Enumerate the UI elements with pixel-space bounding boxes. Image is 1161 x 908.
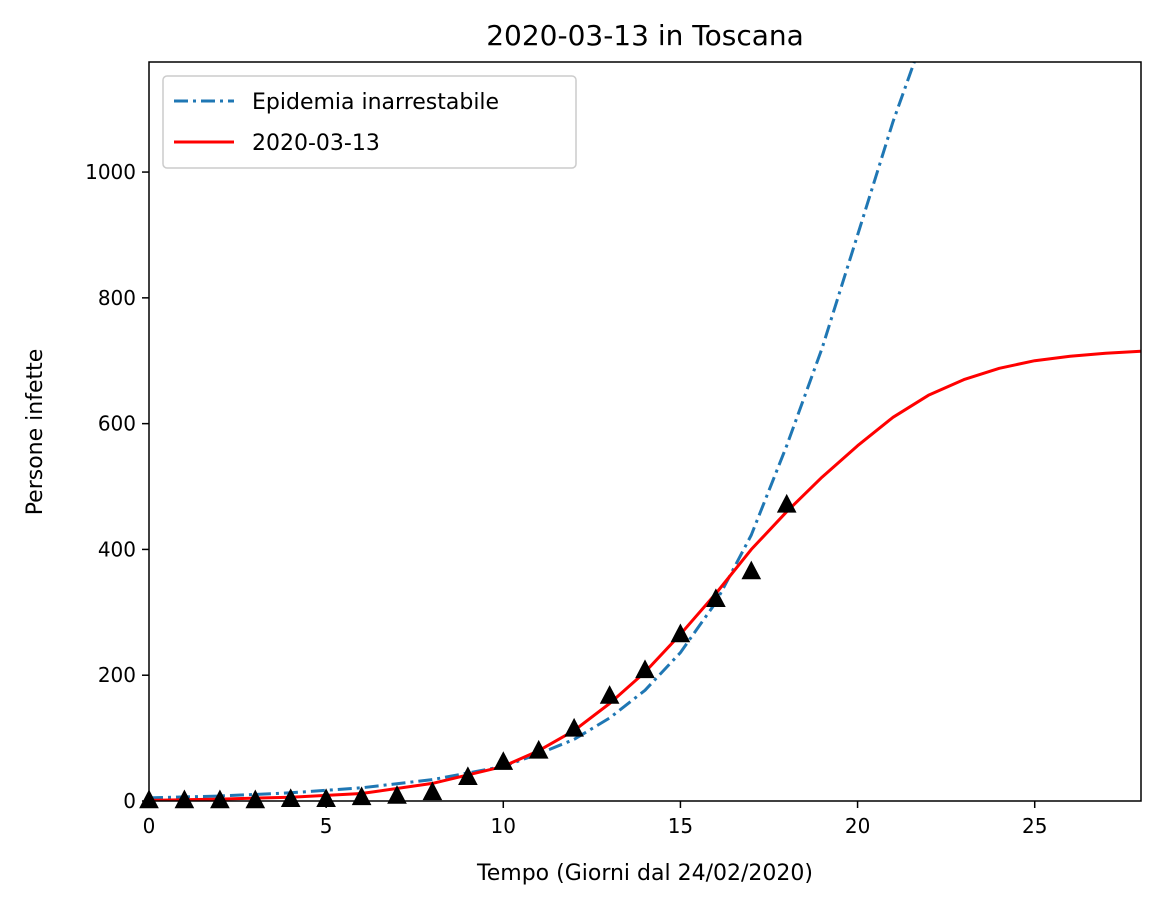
x-axis-label: Tempo (Giorni dal 24/02/2020) <box>476 861 813 886</box>
observation-marker <box>564 717 584 737</box>
y-tick-label: 1000 <box>85 160 136 184</box>
plot-frame <box>148 61 1142 802</box>
series-line-1 <box>149 349 1141 801</box>
observation-marker <box>599 685 620 704</box>
legend-label-epidemia: Epidemia inarrestabile <box>252 90 499 115</box>
x-tick-label: 0 <box>143 814 156 838</box>
observation-marker <box>635 659 655 679</box>
x-tick-label: 20 <box>845 814 870 838</box>
series-layer <box>149 62 1141 801</box>
x-tick-label: 5 <box>320 814 333 838</box>
observation-marker <box>458 766 478 785</box>
y-tick-label: 800 <box>98 286 136 310</box>
y-tick-label: 400 <box>98 537 136 561</box>
observation-marker <box>422 781 443 801</box>
chart-title: 2020-03-13 in Toscana <box>486 19 804 52</box>
observation-marker <box>741 560 762 580</box>
legend-label-2020-03-13: 2020-03-13 <box>252 131 380 156</box>
x-tick-label: 10 <box>491 814 516 838</box>
observation-marker <box>280 788 301 807</box>
observation-marker <box>210 789 230 809</box>
y-tick-label: 600 <box>98 412 136 436</box>
y-axis-label: Persone infette <box>23 349 48 516</box>
observation-marker <box>174 789 195 809</box>
observation-marker <box>706 588 726 607</box>
x-axis: 0 5 10 15 20 25 <box>143 801 1047 838</box>
observation-marker <box>776 493 797 513</box>
y-tick-label: 0 <box>123 789 136 813</box>
legend-box <box>162 75 577 169</box>
legend: Epidemia inarrestabile 2020-03-13 <box>162 75 577 169</box>
x-tick-label: 25 <box>1022 814 1047 838</box>
observation-marker <box>245 789 266 809</box>
y-tick-label: 200 <box>98 663 136 687</box>
observation-marker <box>387 785 407 804</box>
x-tick-label: 15 <box>668 814 693 838</box>
series-line-0 <box>149 62 916 800</box>
observation-marker <box>493 751 514 770</box>
observation-marker <box>528 739 549 759</box>
observation-marker <box>670 623 691 643</box>
y-axis: 0 200 400 600 800 1000 <box>85 160 149 813</box>
